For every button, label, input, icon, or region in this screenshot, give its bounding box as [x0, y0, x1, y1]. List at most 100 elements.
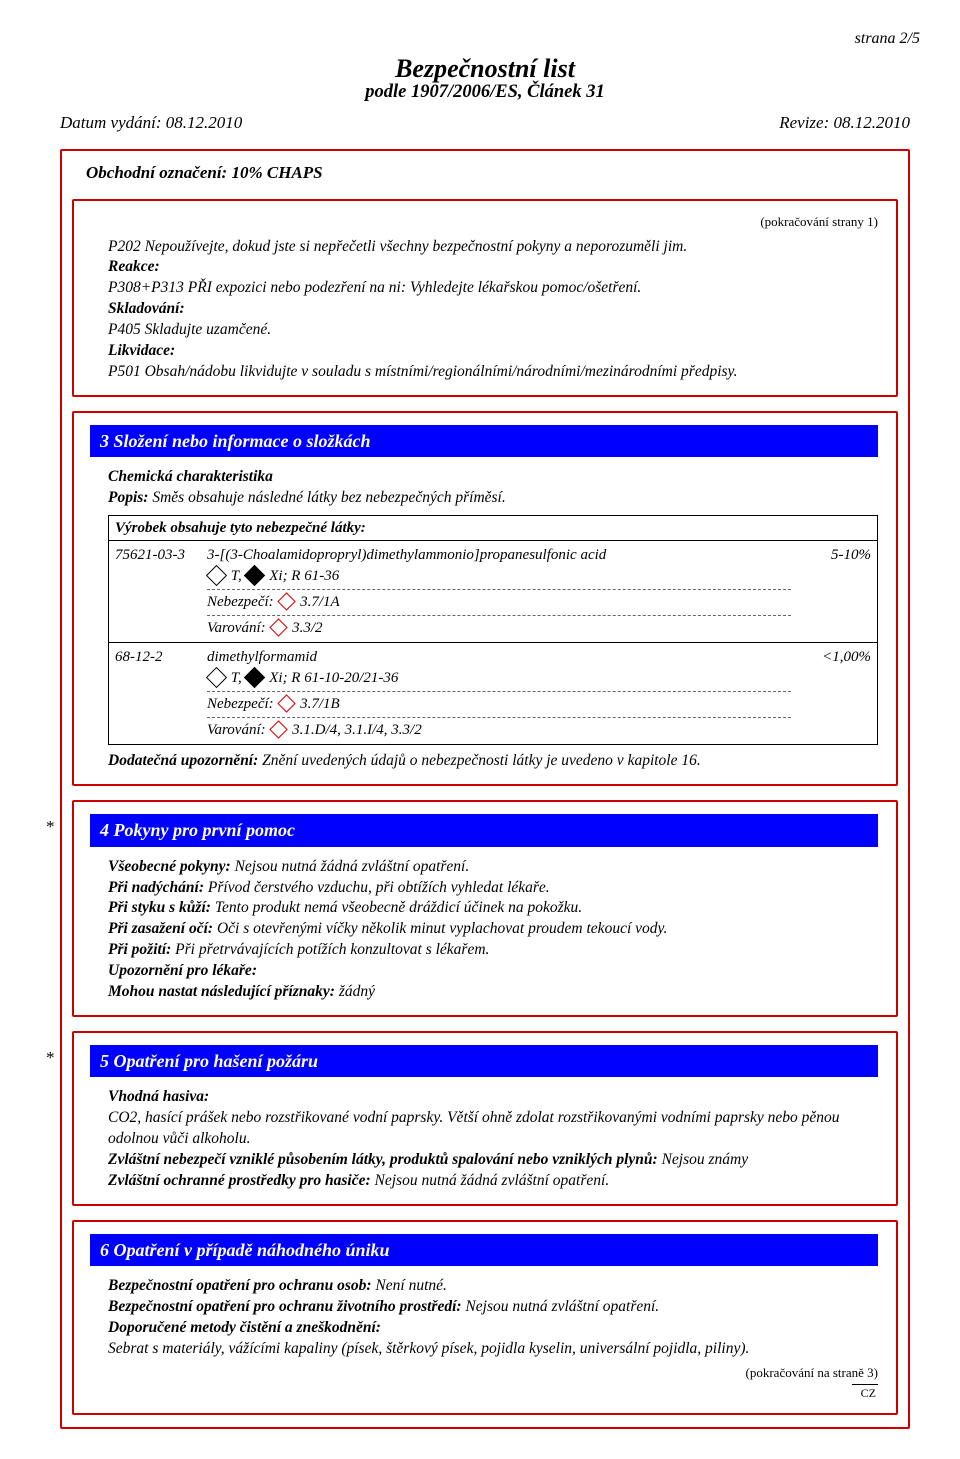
classif-r: Xi; R 61-36 — [265, 568, 339, 584]
value: žádný — [335, 983, 375, 1000]
line: Všeobecné pokyny: Nejsou nutná žádná zvl… — [108, 857, 878, 878]
varov-code: 3.1.D/4, 3.1.I/4, 3.3/2 — [288, 722, 421, 738]
value: Přívod čerstvého vzduchu, při obtížích v… — [204, 879, 550, 896]
trade-name: Obchodní označení: 10% CHAPS — [86, 163, 898, 183]
line: Zvláštní nebezpečí vzniklé působením lát… — [108, 1150, 878, 1171]
varov-code: 3.3/2 — [288, 620, 322, 636]
classification-line: T, Xi; R 61-36 — [207, 566, 791, 586]
line: Vhodná hasiva: — [108, 1087, 878, 1108]
value: Nejsou nutná žádná zvláštní opatření. — [231, 858, 470, 875]
box-section-5: * 5 Opatření pro hašení požáru Vhodná ha… — [72, 1031, 898, 1206]
classif-r: Xi; R 61-10-20/21-36 — [265, 670, 398, 686]
nebez-code: 3.7/1B — [296, 696, 339, 712]
section-5-title: 5 Opatření pro hašení požáru — [90, 1045, 878, 1077]
language-code: CZ — [852, 1384, 878, 1401]
ghs-icon — [278, 592, 296, 610]
label: Bezpečnostní opatření pro ochranu osob: — [108, 1277, 372, 1294]
p308-text: P308+P313 PŘI expozici nebo podezření na… — [108, 278, 878, 299]
line: Sebrat s materiály, vážícími kapaliny (p… — [108, 1339, 878, 1360]
percentage: 5-10% — [797, 541, 877, 642]
line: Při styku s kůží: Tento produkt nemá vše… — [108, 898, 878, 919]
sklad-label: Skladování: — [108, 299, 878, 320]
nebez-line: Nebezpečí: 3.7/1A — [207, 589, 791, 612]
percentage: <1,00% — [797, 643, 877, 744]
value: Nejsou nutná žádná zvláštní opatření. — [371, 1172, 610, 1189]
table-row: 68-12-2 dimethylformamid T, Xi; R 61-10-… — [109, 643, 877, 744]
label: Mohou nastat následující příznaky: — [108, 983, 335, 1000]
value: Tento produkt nemá všeobecně dráždicí úč… — [211, 899, 582, 916]
label: Bezpečnostní opatření pro ochranu životn… — [108, 1298, 462, 1315]
page-number: strana 2/5 — [50, 30, 920, 48]
skull-icon — [206, 667, 227, 688]
substance-name: dimethylformamid — [207, 647, 791, 667]
table-row: 75621-03-3 3-[(3-Choalamidopropryl)dimet… — [109, 541, 877, 643]
issue-date: Datum vydání: 08.12.2010 — [60, 113, 242, 133]
value: Nejsou nutná zvláštní opatření. — [462, 1298, 660, 1315]
classification-line: T, Xi; R 61-10-20/21-36 — [207, 668, 791, 688]
ghs-icon — [270, 721, 288, 739]
line: Bezpečnostní opatření pro ochranu životn… — [108, 1297, 878, 1318]
value: Není nutné. — [372, 1277, 447, 1294]
label: Při zasažení očí: — [108, 920, 213, 937]
box-section-4: * 4 Pokyny pro první pomoc Všeobecné pok… — [72, 800, 898, 1017]
popis-line: Popis: Směs obsahuje následné látky bez … — [108, 488, 878, 509]
line: Mohou nastat následující příznaky: žádný — [108, 982, 878, 1003]
section-4-title: 4 Pokyny pro první pomoc — [90, 814, 878, 846]
line: Zvláštní ochranné prostředky pro hasiče:… — [108, 1171, 878, 1192]
hazard-table: Výrobek obsahuje tyto nebezpečné látky: … — [108, 515, 878, 745]
hazard-table-header: Výrobek obsahuje tyto nebezpečné látky: — [109, 516, 877, 541]
date-row: Datum vydání: 08.12.2010 Revize: 08.12.2… — [60, 113, 910, 133]
label: Při nadýchání: — [108, 879, 204, 896]
classif-t: T, — [227, 670, 245, 686]
box-precautions: (pokračování strany 1) P202 Nepoužívejte… — [72, 199, 898, 397]
line: CO2, hasící prášek nebo rozstřikované vo… — [108, 1108, 878, 1150]
value: Při přetrvávajících potížích konzultovat… — [171, 941, 489, 958]
change-mark-icon: * — [46, 1047, 55, 1070]
line: Bezpečnostní opatření pro ochranu osob: … — [108, 1276, 878, 1297]
cas-number: 68-12-2 — [109, 643, 207, 744]
substance-content: 3-[(3-Choalamidopropryl)dimethylammonio]… — [207, 541, 797, 642]
p501-text: P501 Obsah/nádobu likvidujte v souladu s… — [108, 362, 878, 383]
varov-label: Varování: — [207, 620, 269, 636]
likvid-label: Likvidace: — [108, 341, 878, 362]
popis-label: Popis: — [108, 489, 148, 506]
p405-text: P405 Skladujte uzamčené. — [108, 320, 878, 341]
varov-line: Varování: 3.1.D/4, 3.1.I/4, 3.3/2 — [207, 717, 791, 740]
classif-t: T, — [227, 568, 245, 584]
ghs-icon — [270, 619, 288, 637]
skull-icon — [206, 565, 227, 586]
line: Při nadýchání: Přívod čerstvého vzduchu,… — [108, 878, 878, 899]
varov-label: Varování: — [207, 722, 269, 738]
label: Zvláštní nebezpečí vzniklé působením lát… — [108, 1151, 658, 1168]
revision-date: Revize: 08.12.2010 — [779, 113, 910, 133]
line: Při zasažení očí: Oči s otevřenými víčky… — [108, 919, 878, 940]
substance-name: 3-[(3-Choalamidopropryl)dimethylammonio]… — [207, 545, 791, 565]
footnote-line: Dodatečná upozornění: Znění uvedených úd… — [108, 751, 878, 772]
cas-number: 75621-03-3 — [109, 541, 207, 642]
chem-char-label: Chemická charakteristika — [108, 467, 878, 488]
nebez-label: Nebezpečí: — [207, 594, 277, 610]
label: Při styku s kůží: — [108, 899, 211, 916]
varov-line: Varování: 3.3/2 — [207, 615, 791, 638]
doc-subtitle: podle 1907/2006/ES, Článek 31 — [50, 82, 920, 103]
label: Všeobecné pokyny: — [108, 858, 231, 875]
x-icon — [244, 667, 265, 688]
label: Při požití: — [108, 941, 171, 958]
line: Upozornění pro lékaře: — [108, 961, 878, 982]
doc-title: Bezpečnostní list — [50, 54, 920, 84]
substance-content: dimethylformamid T, Xi; R 61-10-20/21-36… — [207, 643, 797, 744]
continuation-from: (pokračování strany 1) — [108, 213, 878, 231]
line: Při požití: Při přetrvávajících potížích… — [108, 940, 878, 961]
value: Oči s otevřenými víčky několik minut vyp… — [213, 920, 667, 937]
line: Doporučené metody čistění a zneškodnění: — [108, 1318, 878, 1339]
footnote-text: Znění uvedených údajů o nebezpečnosti lá… — [258, 752, 700, 769]
section-3-title: 3 Složení nebo informace o složkách — [90, 425, 878, 457]
box-section-3: 3 Složení nebo informace o složkách Chem… — [72, 411, 898, 786]
continuation-to: (pokračování na straně 3) — [108, 1364, 878, 1382]
popis-text: Směs obsahuje následné látky bez nebezpe… — [148, 489, 505, 506]
nebez-label: Nebezpečí: — [207, 696, 277, 712]
nebez-line: Nebezpečí: 3.7/1B — [207, 691, 791, 714]
reakce-label: Reakce: — [108, 257, 878, 278]
change-mark-icon: * — [46, 816, 55, 839]
value: Nejsou známy — [658, 1151, 748, 1168]
